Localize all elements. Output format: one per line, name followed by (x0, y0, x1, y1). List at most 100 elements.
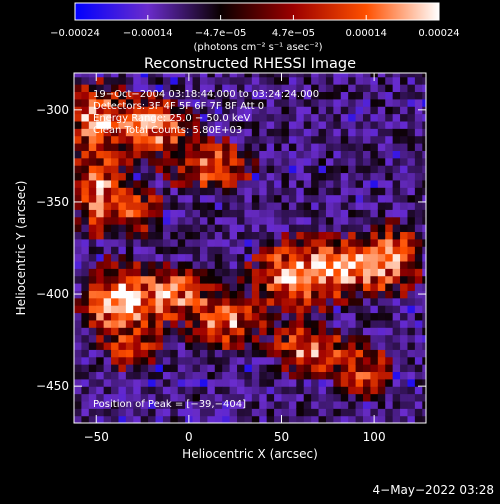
heatmap-cell (155, 209, 164, 218)
heatmap-cell (303, 150, 312, 159)
heatmap-cell (103, 253, 112, 262)
heatmap-cell (96, 334, 105, 343)
heatmap-cell (148, 297, 157, 306)
heatmap-cell (192, 172, 201, 181)
heatmap-cell (303, 356, 312, 365)
heatmap-cell (185, 238, 194, 247)
heatmap-cell (400, 73, 409, 78)
heatmap-cell (148, 400, 157, 409)
heatmap-cell (355, 378, 364, 387)
heatmap-cell (318, 84, 327, 93)
heatmap-cell (281, 327, 290, 336)
heatmap-cell (177, 400, 186, 409)
heatmap-cell (207, 84, 216, 93)
heatmap-cell (237, 76, 246, 85)
heatmap-cell (162, 415, 171, 423)
heatmap-cell (251, 113, 260, 122)
heatmap-cell (148, 290, 157, 299)
heatmap-cell (274, 157, 283, 166)
heatmap-cell (392, 76, 401, 85)
heatmap-cell (162, 349, 171, 358)
heatmap-cell (281, 319, 290, 328)
heatmap-cell (207, 209, 216, 218)
heatmap-cell (355, 319, 364, 328)
heatmap-cell (281, 386, 290, 395)
heatmap-cell (325, 341, 334, 350)
heatmap-cell (303, 91, 312, 100)
heatmap-cell (207, 260, 216, 269)
heatmap-cell (259, 84, 268, 93)
heatmap-cell (377, 415, 386, 423)
heatmap-cell (170, 84, 179, 93)
heatmap-cell (251, 172, 260, 181)
heatmap-cell (392, 165, 401, 174)
heatmap-cell (377, 290, 386, 299)
heatmap-cell (74, 201, 83, 210)
heatmap-cell (192, 194, 201, 203)
heatmap-cell (103, 187, 112, 196)
y-tick-label: −350 (36, 195, 69, 209)
heatmap-cell (333, 297, 342, 306)
heatmap-cell (407, 297, 416, 306)
heatmap-cell (274, 246, 283, 255)
heatmap-cell (199, 327, 208, 336)
heatmap-cell (370, 179, 379, 188)
heatmap-cell (274, 135, 283, 144)
heatmap-cell (274, 319, 283, 328)
heatmap-cell (400, 106, 409, 115)
heatmap-cell (192, 415, 201, 423)
heatmap-cell (385, 275, 394, 284)
heatmap-cell (274, 260, 283, 269)
heatmap-cell (407, 113, 416, 122)
heatmap-cell (155, 201, 164, 210)
heatmap-cell (170, 76, 179, 85)
heatmap-cell (214, 408, 223, 417)
heatmap-cell (259, 150, 268, 159)
heatmap-cell (162, 371, 171, 380)
heatmap-cell (296, 275, 305, 284)
heatmap-cell (325, 73, 334, 78)
heatmap-cell (318, 201, 327, 210)
heatmap-cell (363, 349, 372, 358)
heatmap-cell (74, 378, 83, 387)
heatmap-cell (155, 393, 164, 402)
heatmap-cell (422, 378, 426, 387)
heatmap-cell (348, 165, 357, 174)
heatmap-cell (162, 157, 171, 166)
heatmap-cell (237, 327, 246, 336)
heatmap-cell (318, 408, 327, 417)
heatmap-cell (414, 312, 423, 321)
heatmap-cell (377, 91, 386, 100)
heatmap-cell (333, 201, 342, 210)
heatmap-cell (422, 349, 426, 358)
heatmap-cell (192, 371, 201, 380)
heatmap-cell (162, 386, 171, 395)
heatmap-cell (207, 165, 216, 174)
heatmap-cell (207, 341, 216, 350)
heatmap-cell (259, 275, 268, 284)
heatmap-cell (288, 106, 297, 115)
heatmap-cell (162, 231, 171, 240)
heatmap-cell (155, 194, 164, 203)
heatmap-cell (392, 98, 401, 107)
heatmap-cell (118, 290, 127, 299)
heatmap-cell (88, 179, 97, 188)
heatmap-cell (177, 224, 186, 233)
heatmap-cell (177, 268, 186, 277)
heatmap-cell (400, 120, 409, 129)
heatmap-cell (140, 157, 149, 166)
heatmap-cell (244, 305, 253, 314)
heatmap-cell (296, 187, 305, 196)
heatmap-cell (259, 393, 268, 402)
heatmap-cell (88, 224, 97, 233)
heatmap-cell (244, 334, 253, 343)
heatmap-cell (370, 349, 379, 358)
heatmap-cell (192, 246, 201, 255)
heatmap-cell (377, 84, 386, 93)
heatmap-cell (274, 201, 283, 210)
heatmap-cell (96, 128, 105, 137)
heatmap-cell (185, 356, 194, 365)
heatmap-cell (266, 312, 275, 321)
heatmap-cell (363, 231, 372, 240)
heatmap-cell (288, 238, 297, 247)
